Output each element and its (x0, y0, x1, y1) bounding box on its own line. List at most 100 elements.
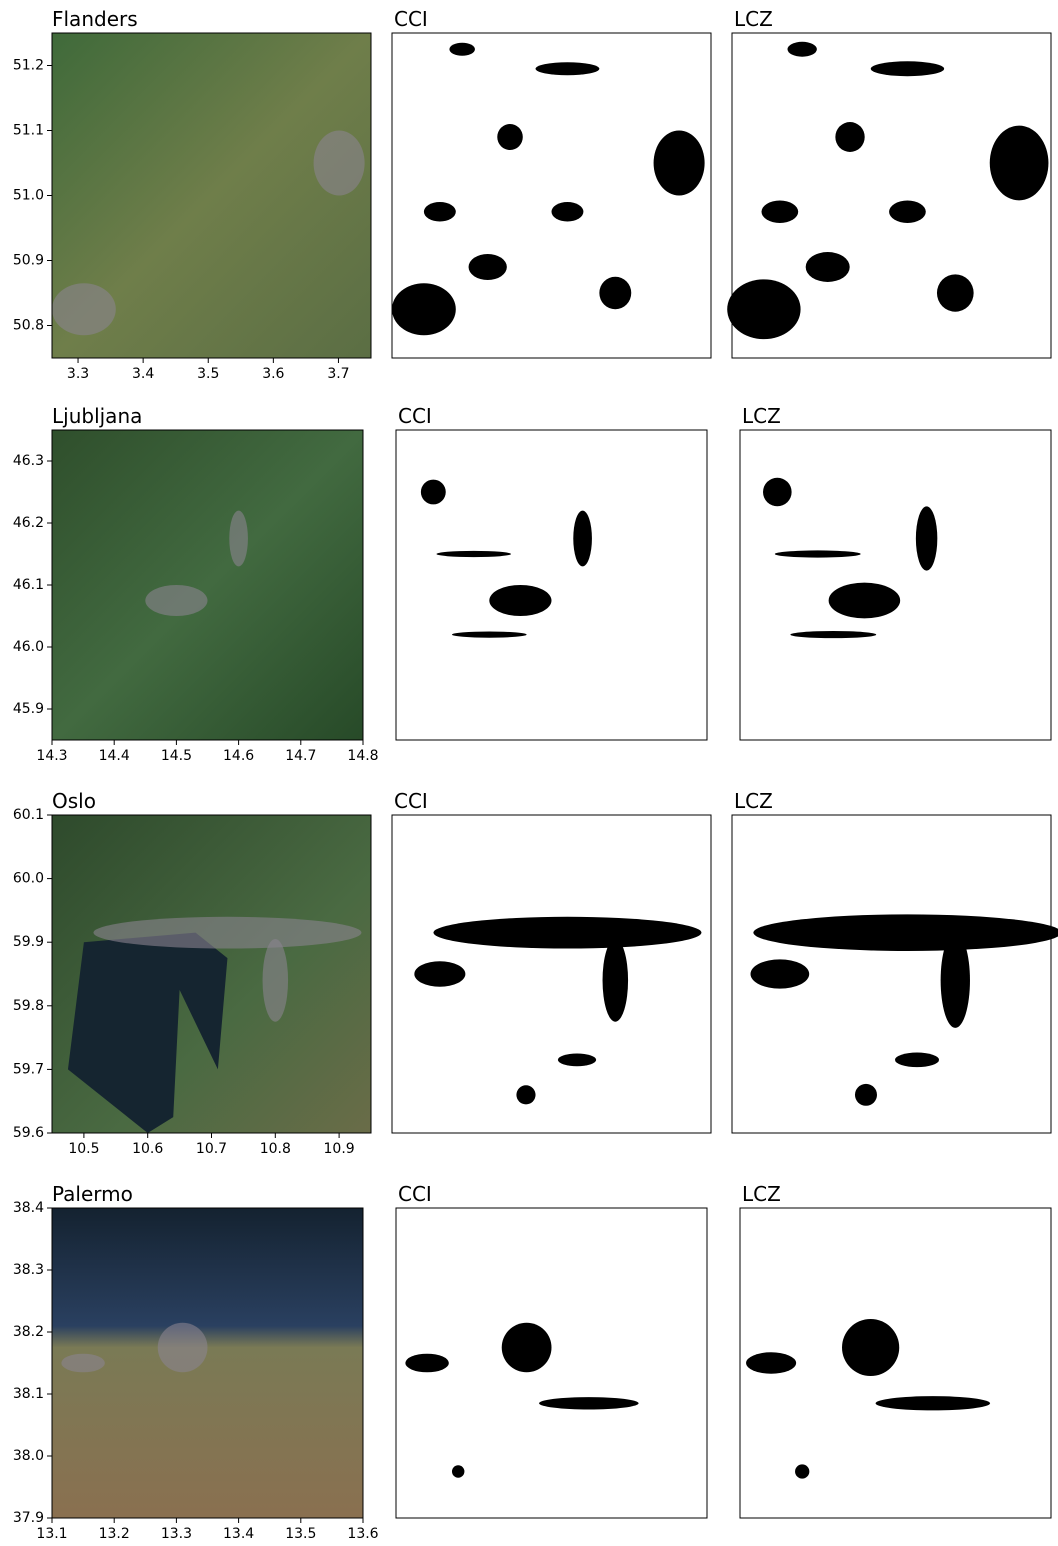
y-tick-label: 46.3 (13, 453, 44, 469)
panel-title: LCZ (742, 404, 781, 428)
panel-title: CCI (394, 789, 428, 813)
y-tick-label: 45.9 (13, 701, 44, 717)
urban-pixels (751, 959, 810, 988)
y-tick-label: 59.6 (13, 1125, 44, 1141)
urban-pixels (895, 1053, 939, 1068)
urban-pixels (603, 939, 629, 1022)
urban-pixels (746, 1352, 796, 1373)
y-tick-label: 38.1 (13, 1386, 44, 1402)
x-tick-label: 13.2 (99, 1526, 130, 1542)
x-tick-label: 13.4 (223, 1526, 254, 1542)
urban-pixels (497, 124, 523, 150)
urban-area (314, 131, 365, 196)
urban-pixels (842, 1319, 899, 1376)
urban-pixels (790, 631, 876, 638)
x-tick-label: 3.4 (132, 366, 154, 382)
panel-title: LCZ (734, 789, 773, 813)
x-tick-label: 10.6 (132, 1141, 163, 1157)
y-tick-label: 51.0 (13, 188, 44, 204)
x-tick-label: 14.5 (161, 748, 192, 764)
x-tick-label: 3.7 (327, 366, 349, 382)
urban-pixels (392, 283, 456, 335)
panel-title: CCI (398, 1182, 432, 1206)
urban-pixels (599, 277, 631, 310)
urban-pixels (536, 62, 600, 75)
urban-pixels (433, 917, 701, 949)
urban-pixels (937, 274, 974, 311)
y-tick-label: 38.2 (13, 1324, 44, 1340)
x-tick-label: 13.3 (161, 1526, 192, 1542)
panel-title: LCZ (742, 1182, 781, 1206)
x-tick-label: 14.6 (223, 748, 254, 764)
y-tick-label: 51.2 (13, 58, 44, 74)
y-tick-label: 59.9 (13, 934, 44, 950)
panel-title: Flanders (52, 7, 138, 31)
figure: Flanders3.33.43.53.63.750.850.951.051.15… (0, 0, 1058, 1542)
urban-pixels (727, 279, 800, 339)
panel-title: CCI (394, 7, 428, 31)
x-tick-label: 3.3 (67, 366, 89, 382)
y-tick-label: 50.9 (13, 253, 44, 269)
urban-pixels (788, 42, 817, 57)
x-tick-label: 14.7 (285, 748, 316, 764)
panel-title: CCI (398, 404, 432, 428)
x-tick-label: 10.5 (68, 1141, 99, 1157)
x-tick-label: 13.5 (285, 1526, 316, 1542)
x-tick-label: 14.3 (36, 748, 67, 764)
urban-area (263, 939, 289, 1022)
y-tick-label: 38.3 (13, 1262, 44, 1278)
urban-pixels (502, 1323, 552, 1373)
y-tick-label: 60.1 (13, 807, 44, 823)
urban-pixels (573, 511, 592, 567)
urban-pixels (941, 933, 970, 1028)
urban-pixels (763, 478, 792, 507)
y-tick-label: 38.0 (13, 1448, 44, 1464)
urban-pixels (855, 1084, 877, 1106)
panel-title: Oslo (52, 789, 96, 813)
y-tick-label: 50.8 (13, 318, 44, 334)
urban-pixels (489, 585, 551, 616)
urban-pixels (871, 61, 944, 76)
urban-pixels (558, 1054, 596, 1067)
urban-pixels (452, 632, 527, 638)
urban-area (52, 283, 116, 335)
urban-pixels (990, 126, 1049, 201)
panel-title: Palermo (52, 1182, 133, 1206)
urban-pixels (516, 1085, 535, 1104)
x-tick-label: 13.1 (36, 1526, 67, 1542)
urban-area (229, 511, 248, 567)
y-tick-label: 46.2 (13, 515, 44, 531)
urban-pixels (449, 43, 475, 56)
urban-pixels (436, 551, 511, 557)
urban-pixels (414, 961, 465, 986)
mask-background (396, 430, 707, 740)
urban-pixels (424, 202, 456, 222)
urban-pixels (654, 131, 705, 196)
y-tick-label: 37.9 (13, 1510, 44, 1526)
urban-pixels (889, 201, 926, 223)
x-tick-label: 14.8 (347, 748, 378, 764)
urban-pixels (762, 201, 799, 223)
y-tick-label: 60.0 (13, 871, 44, 887)
x-tick-label: 10.9 (324, 1141, 355, 1157)
urban-pixels (539, 1397, 639, 1409)
x-tick-label: 13.6 (347, 1526, 378, 1542)
x-tick-label: 10.8 (260, 1141, 291, 1157)
y-tick-label: 51.1 (13, 123, 44, 139)
urban-area (158, 1323, 208, 1373)
y-tick-label: 59.8 (13, 998, 44, 1014)
x-tick-label: 10.7 (196, 1141, 227, 1157)
urban-pixels (806, 252, 850, 282)
panel-title: Ljubljana (52, 404, 142, 428)
y-tick-label: 59.7 (13, 1061, 44, 1077)
urban-pixels (876, 1396, 990, 1410)
urban-pixels (469, 254, 507, 280)
y-tick-label: 38.4 (13, 1200, 44, 1216)
y-tick-label: 46.1 (13, 577, 44, 593)
urban-pixels (753, 914, 1058, 951)
urban-pixels (421, 480, 446, 505)
urban-pixels (835, 122, 864, 152)
x-tick-label: 3.6 (262, 366, 284, 382)
urban-pixels (452, 1465, 464, 1477)
x-tick-label: 14.4 (99, 748, 130, 764)
